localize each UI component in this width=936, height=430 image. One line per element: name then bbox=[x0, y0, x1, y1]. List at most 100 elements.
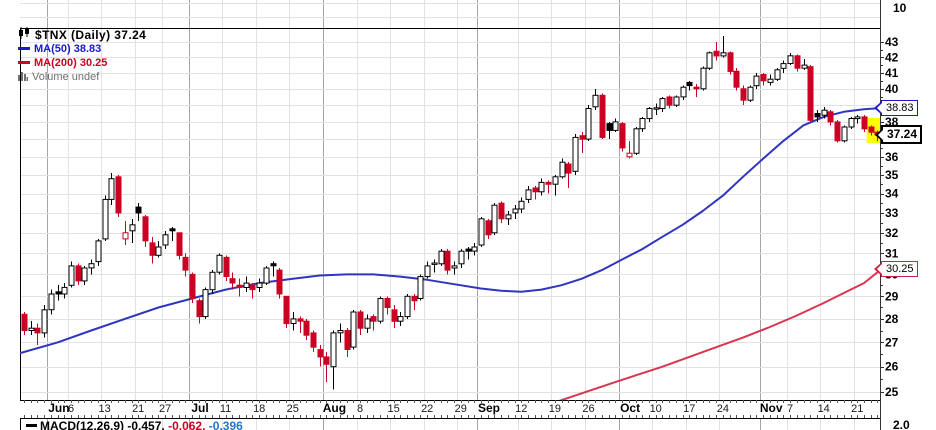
x-axis-label: 27 bbox=[159, 403, 171, 415]
candle bbox=[552, 176, 559, 185]
chart-legend: $TNX (Daily) 37.24 MA(50) 38.83 MA(200) … bbox=[18, 26, 146, 84]
candle bbox=[646, 108, 653, 120]
x-axis-label: 14 bbox=[818, 403, 830, 415]
candle bbox=[149, 242, 156, 256]
candle bbox=[115, 176, 122, 214]
candle bbox=[720, 52, 727, 57]
candle bbox=[478, 218, 485, 246]
macd-legend-row: MACD(12,26,9) -0.457, -0.062, -0.396 bbox=[26, 419, 243, 430]
candle bbox=[155, 246, 162, 256]
x-axis-label: 6 bbox=[68, 403, 74, 415]
candle bbox=[424, 265, 431, 278]
x-axis-label: 15 bbox=[387, 403, 399, 415]
candle bbox=[465, 248, 472, 252]
macd-name: MACD(12,26,9) bbox=[40, 419, 125, 430]
candle bbox=[666, 96, 673, 106]
ma200-line bbox=[558, 268, 880, 400]
legend-volume-row: Volume undef bbox=[18, 70, 146, 83]
candle bbox=[639, 118, 646, 130]
x-axis-label: 25 bbox=[287, 403, 299, 415]
candle bbox=[283, 295, 290, 325]
candle bbox=[827, 111, 834, 123]
candle bbox=[633, 128, 640, 154]
candle bbox=[431, 262, 438, 265]
x-axis-label: 8 bbox=[357, 403, 363, 415]
candle bbox=[753, 75, 760, 87]
candle bbox=[572, 136, 579, 172]
candle bbox=[767, 78, 774, 83]
macd-value-3: -0.396 bbox=[208, 419, 243, 430]
candle bbox=[81, 267, 88, 282]
x-axis-label: Jul bbox=[191, 401, 208, 415]
candle bbox=[868, 126, 875, 133]
candle bbox=[834, 121, 841, 142]
x-axis-label: Jun bbox=[48, 401, 69, 415]
candle bbox=[21, 313, 28, 331]
candle bbox=[223, 256, 230, 277]
lower-panel-axis-label: 2.0 bbox=[893, 418, 910, 430]
candle bbox=[841, 126, 848, 142]
candle bbox=[438, 250, 445, 265]
y-axis-label: 28 bbox=[885, 312, 899, 326]
candle bbox=[411, 295, 418, 302]
candle bbox=[498, 202, 505, 220]
candle bbox=[559, 161, 566, 178]
candle bbox=[135, 206, 142, 214]
x-axis-label: 24 bbox=[717, 403, 729, 415]
candle bbox=[538, 181, 545, 193]
y-axis-label: 25 bbox=[885, 385, 899, 399]
candle bbox=[48, 293, 55, 311]
candle bbox=[330, 332, 337, 368]
x-axis-label: 12 bbox=[515, 403, 527, 415]
candle bbox=[176, 232, 183, 256]
candle bbox=[196, 300, 203, 318]
candle bbox=[344, 330, 351, 350]
candle bbox=[55, 291, 62, 295]
candle bbox=[525, 189, 532, 200]
ma50-line-swatch-icon bbox=[18, 47, 30, 50]
candle bbox=[444, 250, 451, 271]
candle bbox=[740, 88, 747, 101]
x-axis-label: 21 bbox=[851, 403, 863, 415]
candle bbox=[162, 234, 169, 246]
candle bbox=[68, 265, 75, 286]
ma200-label: MA(200) 30.25 bbox=[34, 56, 108, 69]
candle bbox=[491, 204, 498, 234]
x-axis-label: 21 bbox=[132, 403, 144, 415]
candle bbox=[693, 86, 700, 90]
candle bbox=[61, 286, 68, 295]
candlestick-chart-icon bbox=[18, 26, 31, 44]
candle bbox=[297, 318, 304, 322]
candle bbox=[700, 67, 707, 90]
candle bbox=[236, 284, 243, 288]
candle bbox=[659, 98, 666, 109]
ma200-price-callout: 30.25 bbox=[881, 261, 918, 277]
x-axis-label: 29 bbox=[455, 403, 467, 415]
candle bbox=[787, 55, 794, 64]
candle bbox=[391, 309, 398, 322]
candle bbox=[189, 273, 196, 299]
x-axis-label: 7 bbox=[787, 403, 793, 415]
candle bbox=[599, 94, 606, 138]
candle bbox=[686, 81, 693, 87]
candle bbox=[518, 200, 525, 210]
candle bbox=[680, 86, 687, 98]
candle bbox=[774, 69, 781, 80]
x-axis-label: 19 bbox=[549, 403, 561, 415]
candle bbox=[290, 318, 297, 324]
x-axis-label: Nov bbox=[760, 401, 783, 415]
candle bbox=[545, 181, 552, 185]
candle bbox=[75, 265, 82, 282]
candle bbox=[34, 327, 41, 334]
candle bbox=[606, 123, 613, 131]
candle bbox=[760, 74, 767, 82]
candle bbox=[229, 278, 236, 284]
candle bbox=[377, 298, 384, 322]
candle bbox=[505, 214, 512, 220]
candle bbox=[370, 316, 377, 322]
x-axis-label: 13 bbox=[98, 403, 110, 415]
candle bbox=[276, 269, 283, 295]
candle bbox=[861, 116, 868, 130]
candle bbox=[202, 289, 209, 318]
